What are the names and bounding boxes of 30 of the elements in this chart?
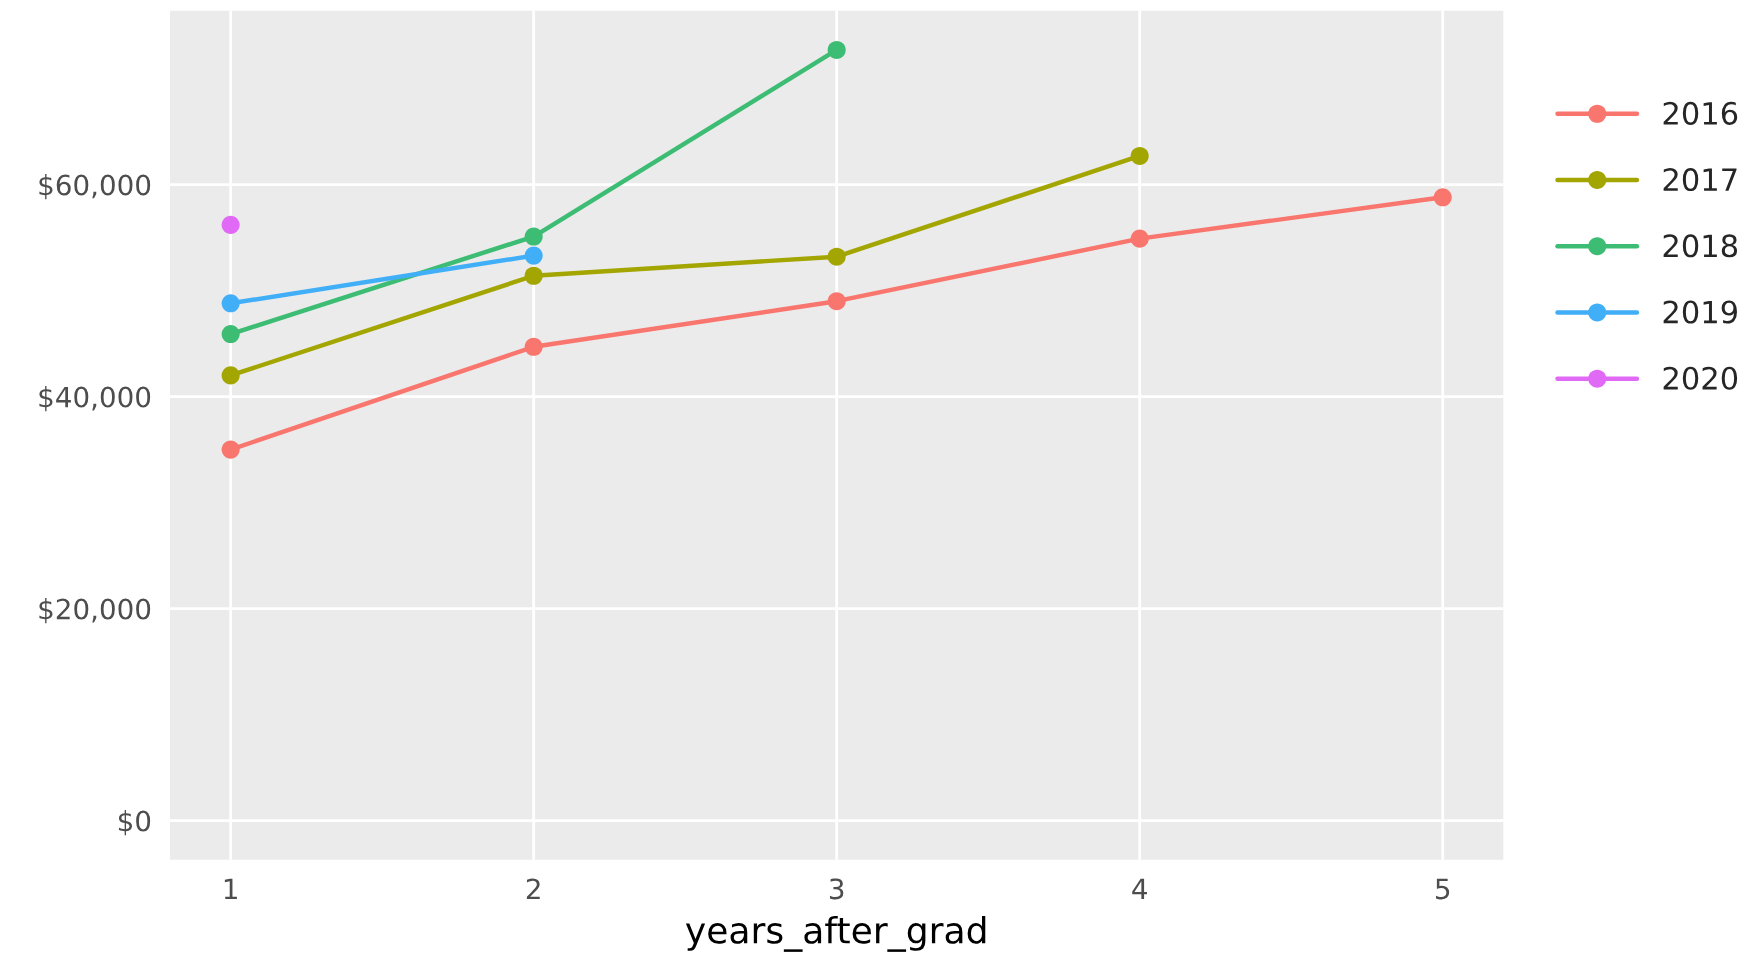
point	[221, 325, 240, 344]
point	[524, 266, 543, 285]
x-tick-label: 2	[526, 878, 540, 900]
legend-label: 2018	[1663, 234, 1738, 258]
x-tick-label: 5	[1436, 878, 1450, 900]
legend-label: 2017	[1663, 168, 1737, 192]
y-tick-label: $60,000	[39, 174, 151, 200]
point	[221, 440, 240, 459]
point	[1130, 146, 1149, 165]
point	[827, 247, 846, 266]
point	[221, 294, 240, 313]
y-tick-label: $0	[118, 810, 151, 836]
x-tick-label: 4	[1132, 878, 1147, 900]
point	[1130, 229, 1149, 248]
point	[221, 215, 240, 234]
point	[221, 366, 240, 385]
y-tick-label: $20,000	[39, 598, 151, 624]
point	[524, 337, 543, 356]
point	[1433, 188, 1452, 207]
legend-label: 2020	[1663, 366, 1738, 390]
x-axis-title: years_after_grad	[685, 915, 986, 952]
x-tick-label: 1	[224, 878, 237, 900]
y-tick-label: $40,000	[39, 386, 151, 412]
legend-label: 2016	[1663, 101, 1738, 125]
x-tick-label: 3	[829, 878, 844, 900]
point	[524, 227, 543, 246]
legend-label: 2019	[1663, 300, 1737, 324]
point	[827, 40, 846, 59]
point	[524, 246, 543, 265]
point	[827, 292, 846, 311]
